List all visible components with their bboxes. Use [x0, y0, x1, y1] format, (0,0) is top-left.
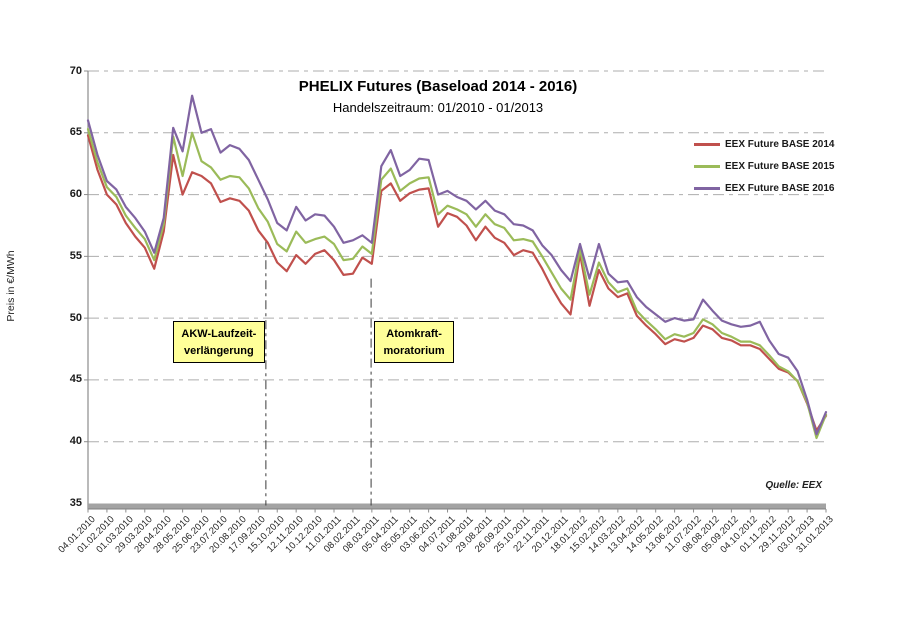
legend-label: EEX Future BASE 2014 [725, 138, 835, 150]
annotation-text: Atomkraft- [386, 328, 442, 340]
y-tick-label: 60 [69, 188, 82, 201]
y-tick-label: 45 [69, 373, 82, 386]
annotation-text: verlängerung [184, 345, 254, 357]
series-line-2015 [86, 128, 828, 440]
annotation-text: AKW-Laufzeit- [181, 328, 257, 340]
y-tick-label: 35 [69, 497, 82, 509]
source-note: Quelle: EEX [765, 480, 822, 491]
annotation-box: Atomkraft-moratorium [374, 321, 455, 363]
legend-line-swatch [694, 142, 720, 146]
y-tick-label: 65 [69, 126, 82, 139]
y-tick-label: 70 [69, 64, 82, 77]
legend-line-swatch [694, 186, 720, 190]
x-axis-bar [88, 503, 826, 509]
y-tick-label: 40 [69, 435, 82, 448]
y-tick-label: 55 [69, 249, 82, 262]
legend-item-2015: EEX Future BASE 2015 [694, 159, 834, 173]
chart-subtitle: Handelszeitraum: 01/2010 - 01/2013 [332, 100, 544, 115]
annotation-box: AKW-Laufzeit-verlängerung [172, 321, 265, 363]
legend-label: EEX Future BASE 2016 [725, 182, 835, 194]
legend-label: EEX Future BASE 2015 [725, 160, 835, 172]
annotation-text: moratorium [383, 345, 445, 357]
legend-item-2014: EEX Future BASE 2014 [694, 137, 834, 151]
chart-title: PHELIX Futures (Baseload 2014 - 2016) [298, 78, 578, 95]
series-line-2014 [86, 134, 828, 432]
legend-line-swatch [694, 164, 720, 168]
y-tick-label: 50 [69, 311, 82, 324]
y-axis-title: Preis in €/MWh [5, 250, 17, 322]
series-line-2016 [86, 94, 828, 436]
legend-item-2016: EEX Future BASE 2016 [694, 181, 834, 195]
